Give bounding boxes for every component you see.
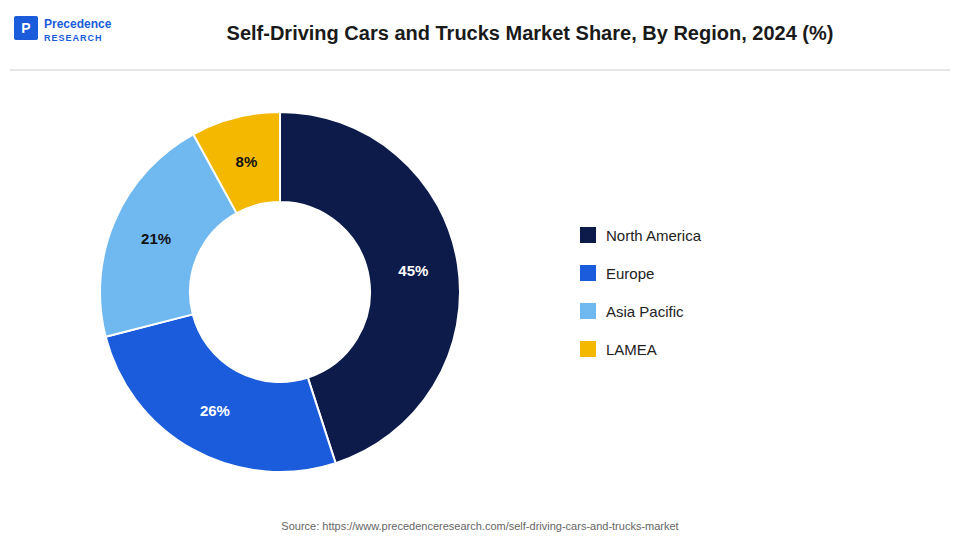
legend: North America Europe Asia Pacific LAMEA (580, 227, 702, 358)
legend-swatch (580, 341, 596, 357)
data-label: 45% (398, 262, 428, 279)
logo-subtext: RESEARCH (44, 33, 103, 43)
header: P Precedence RESEARCH (14, 16, 112, 43)
logo-box (14, 16, 38, 40)
data-label: 8% (236, 153, 258, 170)
donut-slice (106, 314, 336, 472)
legend-label: Asia Pacific (606, 303, 684, 320)
donut-slice (193, 112, 280, 213)
legend-label: North America (606, 227, 702, 244)
legend-label: LAMEA (606, 341, 657, 358)
chart-container: P Precedence RESEARCH Self-Driving Cars and… (0, 0, 960, 540)
legend-swatch (580, 227, 596, 243)
data-labels: 45% 26% 21% 8% (141, 153, 428, 419)
legend-swatch (580, 265, 596, 281)
logo-text: Precedence (44, 17, 112, 31)
legend-swatch (580, 303, 596, 319)
data-label: 26% (200, 402, 230, 419)
slices (100, 112, 460, 472)
chart-svg: P Precedence RESEARCH Self-Driving Cars and… (0, 0, 960, 540)
logo-letter: P (21, 20, 30, 36)
data-label: 21% (141, 230, 171, 247)
background (0, 0, 960, 540)
header-rule (10, 70, 950, 71)
legend-label: Europe (606, 265, 654, 282)
source-text: Source: https://www.precedenceresearch.c… (281, 520, 678, 532)
chart-title: Self-Driving Cars and Trucks Market Shar… (227, 22, 834, 44)
